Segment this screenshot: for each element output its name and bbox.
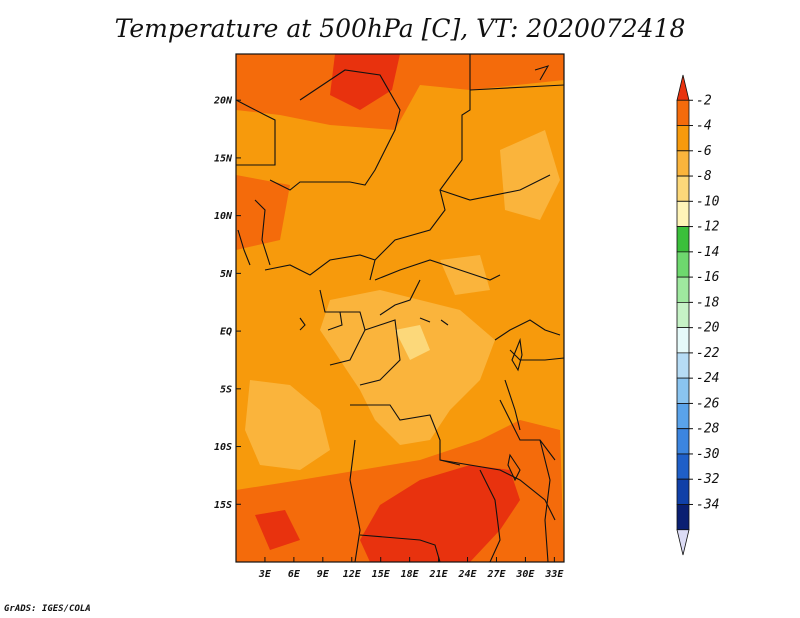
- colorbar-label: -8: [696, 169, 712, 184]
- colorbar-label: -16: [696, 270, 720, 285]
- colorbar-label: -14: [696, 245, 719, 260]
- country-borders: [236, 54, 564, 562]
- x-tick-label: 6E: [288, 569, 301, 580]
- colorbar-label: -2: [696, 93, 712, 108]
- field-cool-west: [245, 380, 330, 470]
- field-hot-sw: [255, 510, 300, 550]
- colorbar-segment: [676, 301, 690, 329]
- y-tick-label: EQ: [220, 327, 232, 338]
- x-tick-label: 30E: [515, 569, 535, 580]
- colorbar-label: -34: [696, 497, 719, 512]
- colorbar-label: -32: [696, 472, 720, 487]
- y-tick-label: 5N: [220, 269, 233, 280]
- colorbar-label: -18: [696, 295, 720, 310]
- field-hot-north: [330, 54, 400, 110]
- colorbar-label: -22: [696, 346, 720, 361]
- colorbar: -2 -4 -6 -8 -10 -12 -14 -16 -18 -20 -22 -24 -26 -28 -3…: [676, 74, 720, 556]
- colorbar-segment: [676, 125, 690, 152]
- colorbar-segment: [676, 428, 690, 455]
- x-tick-label: 18E: [401, 569, 420, 580]
- chart-title: Temperature at 500hPa [C], VT: 202007241…: [114, 14, 686, 43]
- y-tick-label: 10N: [214, 211, 233, 222]
- colorbar-label: -30: [696, 447, 720, 462]
- colorbar-label: -24: [696, 371, 719, 386]
- colorbar-segment: [676, 74, 690, 101]
- colorbar-label: -4: [696, 119, 712, 134]
- colorbar-segment: [676, 478, 690, 505]
- x-tick-label: 24E: [457, 569, 477, 580]
- x-tick-label: 27E: [486, 569, 506, 580]
- colorbar-segment: [676, 200, 690, 227]
- colorbar-label: -20: [696, 321, 720, 336]
- y-tick-label: 20N: [213, 96, 233, 107]
- colorbar-segment: [676, 403, 690, 430]
- colorbar-segment: [676, 327, 690, 354]
- colorbar-segment: [676, 377, 690, 404]
- x-tick-label: 33E: [544, 569, 564, 580]
- colorbar-segment: [676, 150, 690, 177]
- field-pale-patch: [395, 325, 430, 360]
- colorbar-label: -12: [696, 220, 720, 235]
- colorbar-label: -26: [696, 396, 720, 411]
- field-cool-center: [320, 290, 495, 445]
- x-tick-label: 15E: [372, 569, 391, 580]
- colorbar-segment: [676, 504, 690, 531]
- colorbar-label: -6: [696, 144, 712, 159]
- y-tick-label: 15S: [214, 500, 232, 511]
- colorbar-label: -10: [696, 194, 720, 209]
- field-cool-east: [500, 130, 560, 220]
- colorbar-segment: [676, 175, 690, 202]
- colorbar-segment: [676, 352, 690, 379]
- colorbar-segment: [676, 226, 690, 253]
- field-cool-ne: [440, 255, 490, 295]
- x-tick-label: 12E: [343, 569, 362, 580]
- colorbar-segment: [676, 251, 690, 278]
- y-tick-label: 10S: [214, 442, 232, 453]
- colorbar-segment: [676, 529, 690, 556]
- y-tick-label: 15N: [214, 153, 233, 164]
- x-tick-label: 21E: [429, 569, 449, 580]
- grads-credit: GrADS: IGES/COLA: [4, 604, 91, 614]
- colorbar-segment: [676, 99, 690, 126]
- field-warm-west: [236, 175, 290, 250]
- colorbar-label: -28: [696, 422, 720, 437]
- x-tick-label: 3E: [258, 569, 272, 580]
- x-axis: 3E 6E 9E 12E 15E 18E 21E 24E 27E 30E 33E: [258, 557, 564, 580]
- field-hot-south: [360, 465, 520, 562]
- map-frame: [235, 53, 565, 563]
- colorbar-segment: [676, 276, 690, 303]
- field-warm-north: [236, 54, 564, 130]
- y-tick-label: 5S: [220, 384, 232, 395]
- x-tick-label: 9E: [317, 569, 330, 580]
- colorbar-segment: [676, 453, 690, 480]
- y-axis: 20N 15N 10N 5N EQ 5S 10S 15S: [213, 96, 241, 511]
